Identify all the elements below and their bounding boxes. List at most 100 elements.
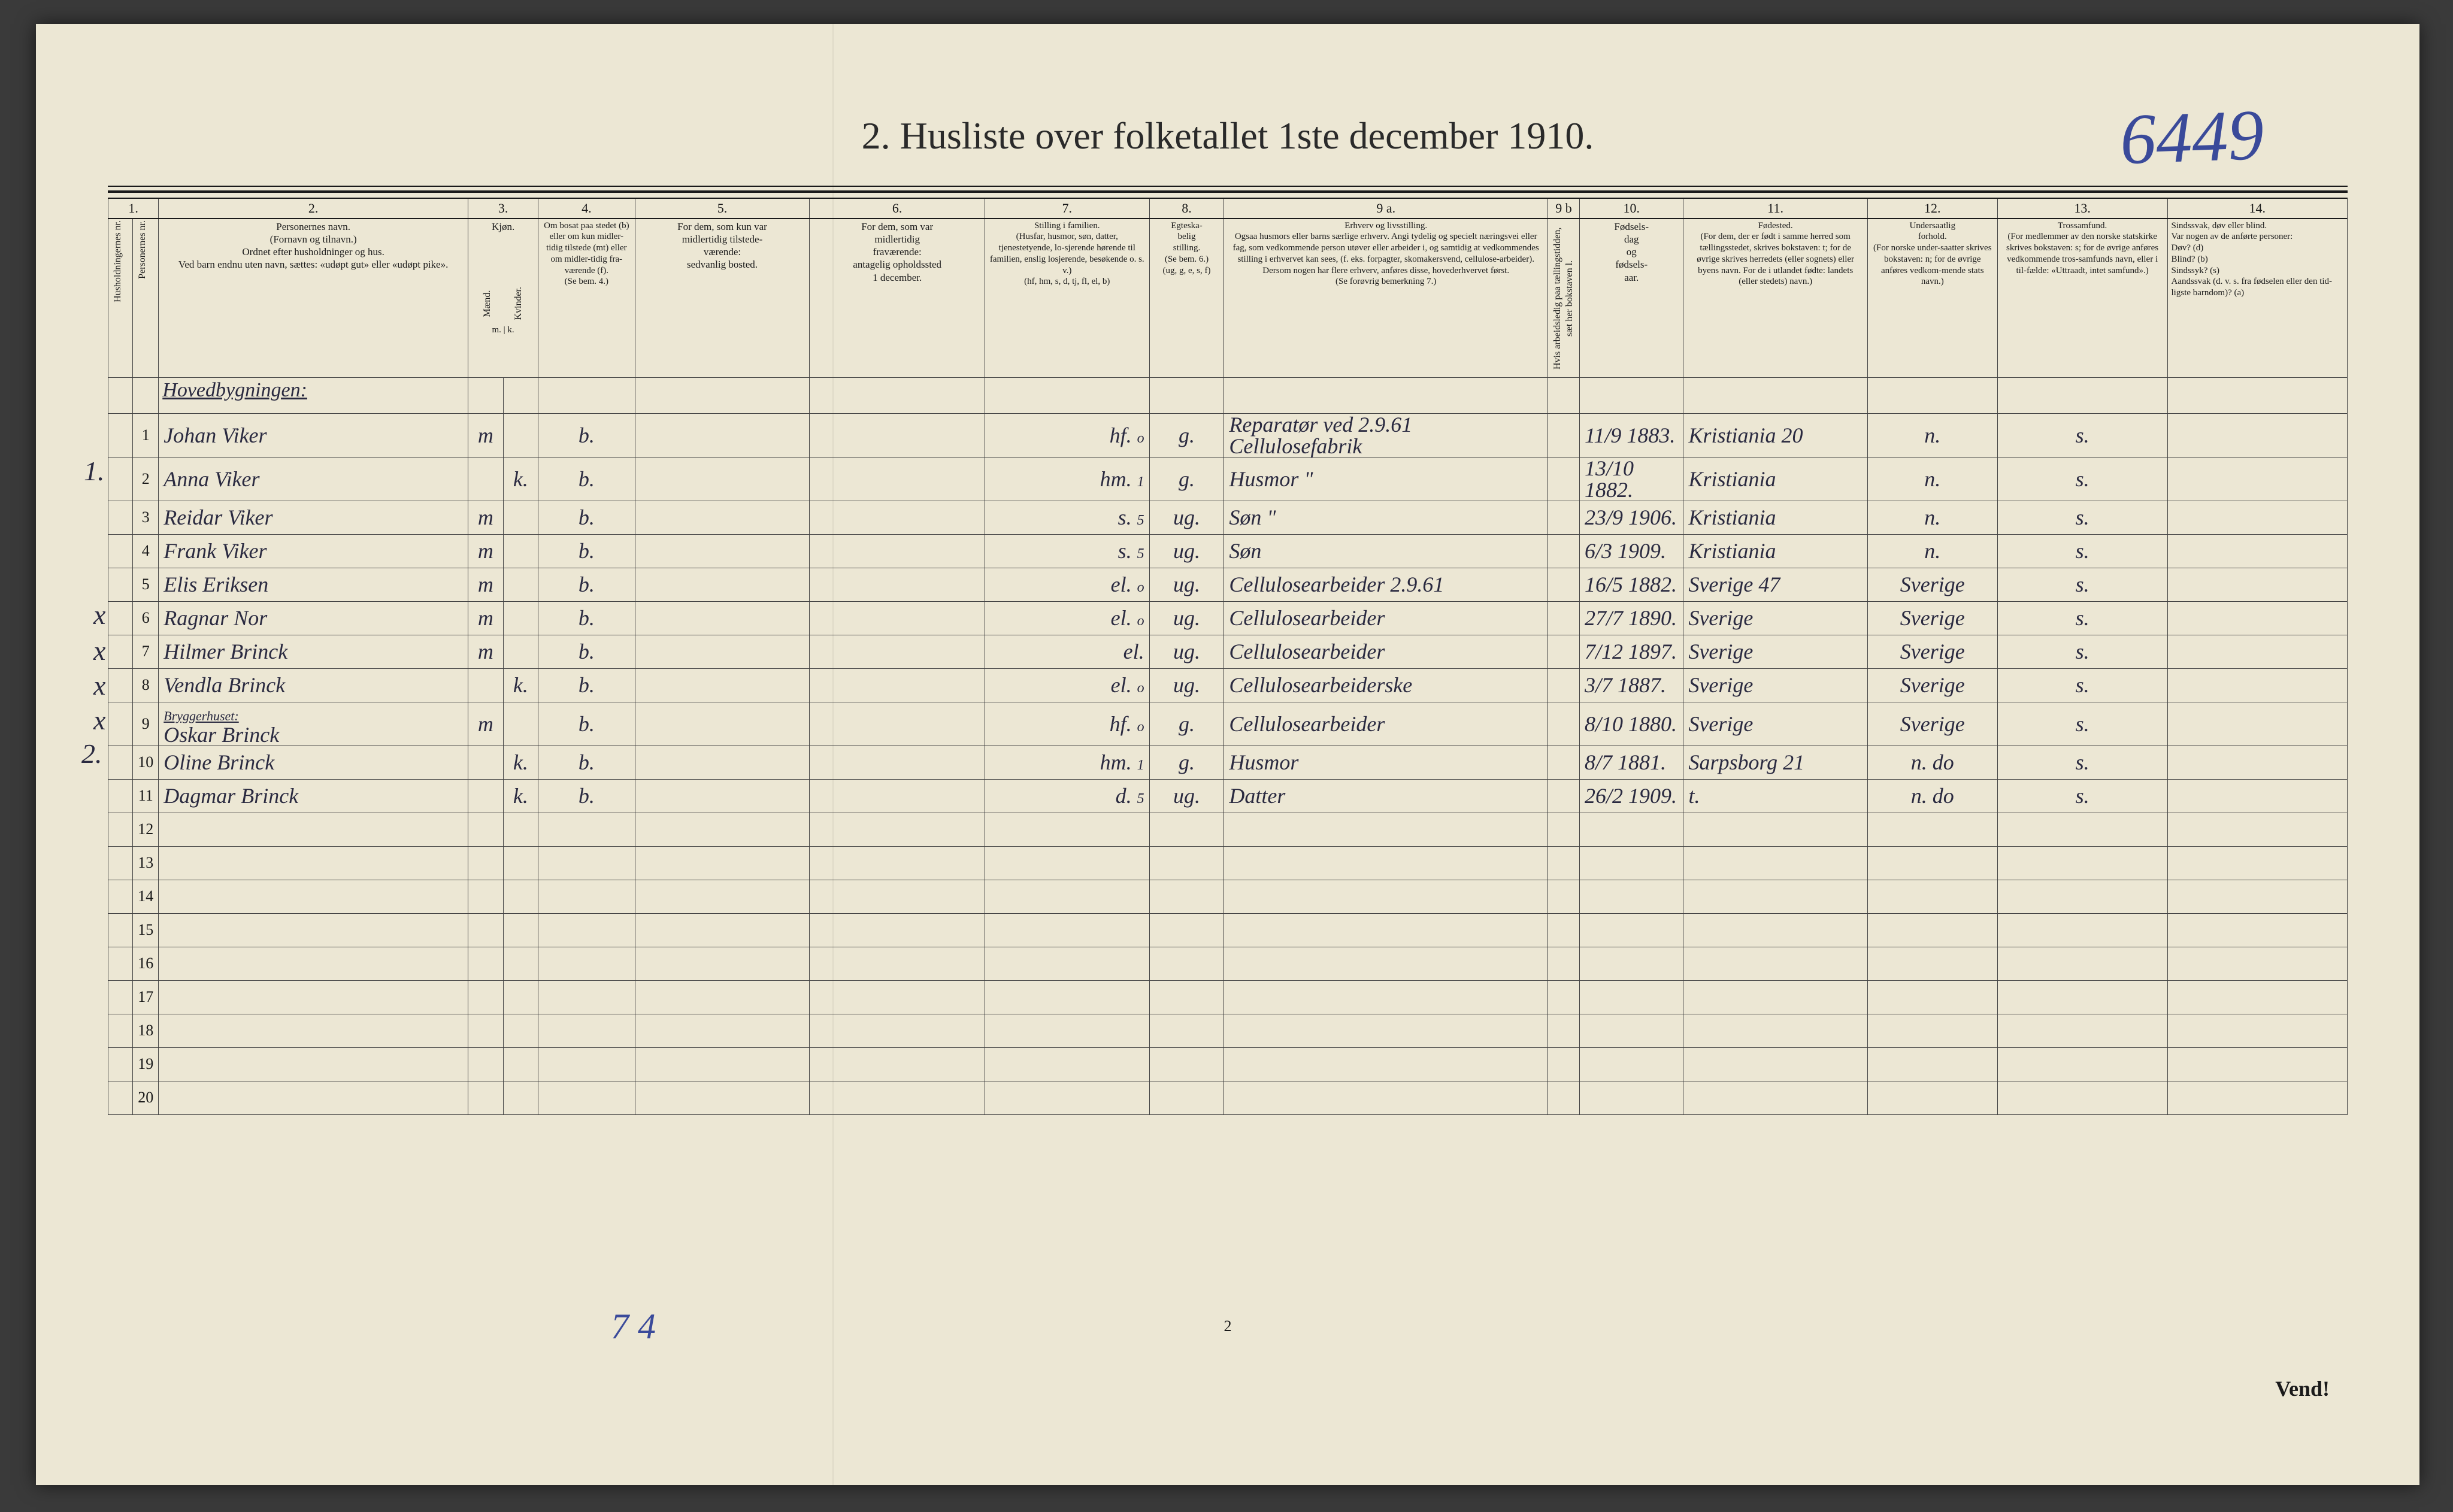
cell bbox=[108, 377, 133, 413]
cell: Sverige bbox=[1683, 702, 1867, 746]
cell: 6 bbox=[133, 601, 159, 635]
hdr-12: Undersaatlig forhold. (For norske under-… bbox=[1867, 219, 1997, 378]
cell bbox=[1867, 377, 1997, 413]
cell bbox=[538, 880, 635, 913]
cell bbox=[810, 413, 985, 457]
cell bbox=[108, 601, 133, 635]
table-row: 7Hilmer Brinckmb.el. ug.Cellulosearbeide… bbox=[108, 635, 2348, 668]
cell bbox=[1683, 880, 1867, 913]
hdr-14: Sindssvak, døv eller blind. Var nogen av… bbox=[2167, 219, 2347, 378]
cell bbox=[1683, 913, 1867, 947]
cell bbox=[635, 457, 810, 501]
hdr-5: For dem, som kun var midlertidig tilsted… bbox=[635, 219, 810, 378]
cell bbox=[810, 457, 985, 501]
colnum-9a: 9 a. bbox=[1224, 198, 1548, 219]
cell: Sverige bbox=[1683, 635, 1867, 668]
cell: 20 bbox=[133, 1081, 159, 1114]
cell: el. bbox=[985, 635, 1149, 668]
cell: ug. bbox=[1149, 668, 1224, 702]
column-number-row: 1. 2. 3. 4. 5. 6. 7. 8. 9 a. 9 b 10. 11.… bbox=[108, 198, 2348, 219]
cell: 23/9 1906. bbox=[1580, 501, 1683, 534]
cell bbox=[1580, 813, 1683, 846]
cell bbox=[108, 913, 133, 947]
cell: ug. bbox=[1149, 635, 1224, 668]
cell: hf. o bbox=[985, 413, 1149, 457]
cell bbox=[108, 635, 133, 668]
cell bbox=[635, 1014, 810, 1047]
cell bbox=[1149, 377, 1224, 413]
table-row-empty: 14 bbox=[108, 880, 2348, 913]
cell: Søn bbox=[1224, 534, 1548, 568]
cell bbox=[1224, 813, 1548, 846]
cell: 10 bbox=[133, 746, 159, 779]
cell: t. bbox=[1683, 779, 1867, 813]
cell bbox=[1224, 947, 1548, 980]
cell bbox=[635, 913, 810, 947]
cell bbox=[635, 702, 810, 746]
cell: Husmor bbox=[1224, 746, 1548, 779]
cell: b. bbox=[538, 534, 635, 568]
cell: g. bbox=[1149, 413, 1224, 457]
cell bbox=[503, 501, 538, 534]
cell: n. bbox=[1867, 457, 1997, 501]
cell: b. bbox=[538, 601, 635, 635]
cell bbox=[810, 1014, 985, 1047]
hdr-1a: Husholdningernes nr. bbox=[108, 219, 133, 378]
hdr-11: Fødested. (For dem, der er født i samme … bbox=[1683, 219, 1867, 378]
colnum-9b: 9 b bbox=[1548, 198, 1580, 219]
cell bbox=[108, 947, 133, 980]
cell: Johan Viker bbox=[159, 413, 468, 457]
cell bbox=[1997, 377, 2167, 413]
cell bbox=[635, 1047, 810, 1081]
cell: Hovedbygningen: bbox=[159, 377, 468, 413]
cell bbox=[2167, 779, 2347, 813]
cell: 19 bbox=[133, 1047, 159, 1081]
hdr-3a: Mænd. bbox=[481, 287, 493, 320]
cell: b. bbox=[538, 501, 635, 534]
cell: 12 bbox=[133, 813, 159, 846]
hdr-6: For dem, som var midlertidig fraværende:… bbox=[810, 219, 985, 378]
cell bbox=[538, 846, 635, 880]
cell bbox=[810, 746, 985, 779]
cell bbox=[468, 668, 504, 702]
cell bbox=[2167, 1047, 2347, 1081]
cell bbox=[503, 601, 538, 635]
cell bbox=[503, 413, 538, 457]
cell bbox=[1580, 1047, 1683, 1081]
cell bbox=[503, 568, 538, 601]
cell: Cellulosearbeider bbox=[1224, 635, 1548, 668]
cell bbox=[1580, 913, 1683, 947]
cell bbox=[108, 846, 133, 880]
cell bbox=[1548, 413, 1580, 457]
cell: Sverige bbox=[1867, 702, 1997, 746]
table-row: 10Oline Brinckk.b.hm. 1g.Husmor8/7 1881.… bbox=[108, 746, 2348, 779]
cell: Reidar Viker bbox=[159, 501, 468, 534]
cell bbox=[635, 501, 810, 534]
cell bbox=[985, 913, 1149, 947]
table-row: 1Johan Vikermb.hf. og.Reparatør ved 2.9.… bbox=[108, 413, 2348, 457]
cell bbox=[2167, 913, 2347, 947]
cell: s. bbox=[1997, 501, 2167, 534]
cell bbox=[1580, 1014, 1683, 1047]
cell bbox=[503, 813, 538, 846]
cell bbox=[108, 1047, 133, 1081]
cell bbox=[1224, 377, 1548, 413]
cell bbox=[1867, 846, 1997, 880]
cell: Sverige bbox=[1683, 601, 1867, 635]
cell bbox=[468, 1081, 504, 1114]
hdr-7: Stilling i familien. (Husfar, husmor, sø… bbox=[985, 219, 1149, 378]
cell: g. bbox=[1149, 457, 1224, 501]
hdr-1b: Personernes nr. bbox=[133, 219, 159, 378]
cell: s. bbox=[1997, 746, 2167, 779]
cell bbox=[635, 413, 810, 457]
cell bbox=[159, 913, 468, 947]
cell bbox=[635, 601, 810, 635]
cell bbox=[1580, 947, 1683, 980]
cell: s. bbox=[1997, 534, 2167, 568]
cell: Reparatør ved 2.9.61 Cellulosefabrik bbox=[1224, 413, 1548, 457]
cell bbox=[1224, 1081, 1548, 1114]
margin-mark: 2. bbox=[81, 738, 102, 769]
cell: s. bbox=[1997, 702, 2167, 746]
cell bbox=[108, 702, 133, 746]
cell: s. bbox=[1997, 668, 2167, 702]
